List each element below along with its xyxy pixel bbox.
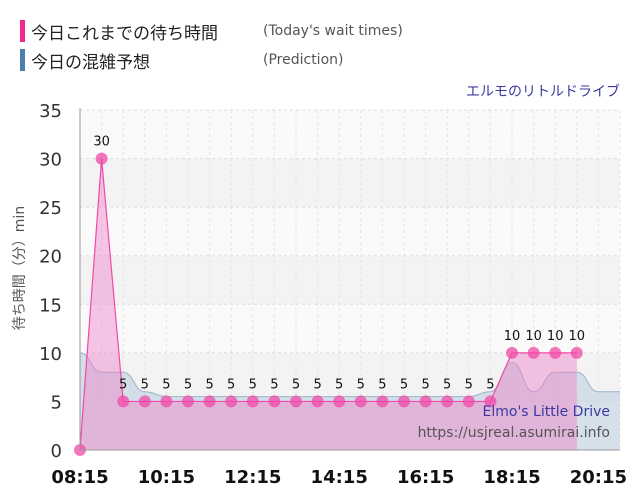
data-label: 5 xyxy=(486,377,494,392)
data-label: 5 xyxy=(465,377,473,392)
y-tick-label: 10 xyxy=(39,344,62,365)
plot-band xyxy=(80,158,620,208)
x-tick-label: 12:15 xyxy=(224,467,281,488)
data-point xyxy=(506,346,518,359)
data-label: 30 xyxy=(93,135,110,150)
data-point xyxy=(484,395,497,408)
y-tick-label: 25 xyxy=(39,198,62,219)
data-label: 5 xyxy=(357,377,365,392)
data-label: 5 xyxy=(378,377,386,392)
data-point xyxy=(333,395,346,408)
data-point xyxy=(138,395,151,408)
x-tick-label: 18:15 xyxy=(483,467,540,488)
legend-sub-actual: (Today's wait times) xyxy=(263,23,403,39)
data-label: 10 xyxy=(569,329,586,344)
data-point xyxy=(203,395,216,408)
data-label: 5 xyxy=(249,377,257,392)
y-tick-label: 0 xyxy=(51,441,62,462)
data-point xyxy=(246,395,259,408)
watermark-en: Elmo's Little Drive xyxy=(483,404,610,420)
data-point xyxy=(182,395,194,408)
plot-band xyxy=(80,255,620,305)
legend-sub-prediction: (Prediction) xyxy=(263,52,344,68)
y-tick-label: 5 xyxy=(51,392,62,413)
data-label: 5 xyxy=(421,377,429,392)
watermark-top: エルモのリトルドライブ xyxy=(466,83,620,100)
data-label: 5 xyxy=(205,377,213,392)
data-label: 5 xyxy=(162,377,170,392)
x-tick-label: 16:15 xyxy=(397,467,454,488)
data-label: 5 xyxy=(141,377,149,392)
data-label: 5 xyxy=(335,377,343,392)
data-label: 10 xyxy=(504,329,521,344)
data-point xyxy=(398,395,410,408)
data-label: 5 xyxy=(227,377,235,392)
watermark-url: https://usjreal.asumirai.info xyxy=(418,425,610,441)
plot-band xyxy=(80,110,620,159)
data-label: 5 xyxy=(443,377,451,392)
plot-band xyxy=(80,304,620,353)
legend-swatch-prediction xyxy=(20,49,25,71)
data-label: 5 xyxy=(119,377,127,392)
data-label: 5 xyxy=(400,377,408,392)
data-point xyxy=(549,346,562,359)
data-point xyxy=(268,395,281,408)
x-tick-label: 10:15 xyxy=(138,467,195,488)
x-tick-label: 14:15 xyxy=(311,467,368,488)
y-tick-label: 35 xyxy=(39,101,62,122)
actual-area xyxy=(80,158,577,451)
y-axis-label: 待ち時間（分）min xyxy=(12,206,28,330)
legend-label-prediction: 今日の混雑予想 xyxy=(31,52,150,73)
data-label: 5 xyxy=(270,377,278,392)
legend-item-actual: 今日これまでの待ち時間 (Today's wait times) xyxy=(20,19,403,44)
data-label: 10 xyxy=(525,329,542,344)
plot-band xyxy=(80,207,620,256)
legend-label-actual: 今日これまでの待ち時間 xyxy=(31,23,218,44)
data-point xyxy=(311,395,324,408)
y-tick-label: 15 xyxy=(39,295,62,316)
data-point xyxy=(441,395,454,408)
data-point xyxy=(160,395,173,408)
data-point xyxy=(527,346,540,359)
y-tick-label: 30 xyxy=(39,150,62,171)
legend-item-prediction: 今日の混雑予想 (Prediction) xyxy=(20,48,344,73)
y-tick-label: 20 xyxy=(39,247,62,268)
data-point xyxy=(290,395,302,408)
data-point xyxy=(376,395,389,408)
data-label: 5 xyxy=(292,377,300,392)
data-point xyxy=(354,395,367,408)
data-point xyxy=(225,395,238,408)
legend-swatch-actual xyxy=(20,20,25,42)
data-point xyxy=(419,395,432,408)
data-point xyxy=(117,395,130,408)
data-label: 5 xyxy=(184,377,192,392)
data-label: 5 xyxy=(313,377,321,392)
data-point xyxy=(570,346,583,359)
data-label: 10 xyxy=(547,329,564,344)
data-point xyxy=(462,395,475,408)
data-point xyxy=(95,152,108,165)
x-tick-label: 08:15 xyxy=(51,467,108,488)
x-tick-label: 20:15 xyxy=(570,467,627,488)
